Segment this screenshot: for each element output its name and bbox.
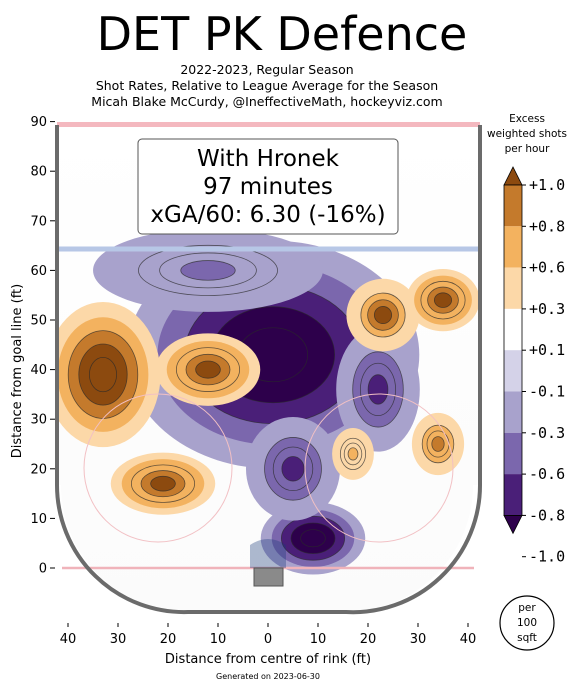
unit-line-2: 100	[517, 617, 537, 629]
unit-line-1: per	[518, 602, 536, 614]
y-tick-label: 30	[30, 413, 47, 428]
hotspot-10	[336, 327, 420, 452]
colorbar-label: -0.8	[529, 506, 565, 524]
colorbar-band	[504, 308, 522, 351]
x-axis-label: Distance from centre of rink (ft)	[165, 652, 371, 667]
x-tick-label: 0	[264, 632, 272, 647]
heatmap-contours	[57, 228, 480, 575]
hotspot-5	[411, 412, 465, 476]
colorbar-title-2: weighted shots	[487, 128, 567, 140]
colorbar-label: -1.0	[529, 548, 565, 566]
y-tick-label: 70	[30, 214, 47, 229]
hotspot-contour	[195, 360, 221, 379]
y-tick-label: 80	[30, 165, 47, 180]
y-tick-label: 10	[30, 512, 47, 527]
hotspot-3	[346, 278, 420, 352]
y-tick-label: 0	[39, 562, 47, 577]
annotation-line-1: With Hronek	[197, 146, 340, 172]
colorbar-label: +0.1	[529, 341, 565, 359]
y-tick-label: 40	[30, 363, 47, 378]
hotspot-11	[245, 416, 341, 521]
x-tick-label: 20	[160, 632, 177, 647]
hotspot-4	[406, 269, 480, 332]
colorbar-band	[504, 267, 522, 309]
x-tick-label: 30	[110, 632, 127, 647]
chart-title: DET PK Defence	[97, 7, 468, 61]
unit-circle	[499, 595, 555, 651]
y-axis: 0 10 20 30 40 50 60 70 80 90	[30, 115, 55, 577]
annotation-line-3: xGA/60: 6.30 (-16%)	[150, 202, 385, 228]
x-tick-label: 10	[310, 632, 327, 647]
hotspot-contour	[150, 475, 176, 492]
subtitle-line-3: Micah Blake McCurdy, @IneffectiveMath, h…	[91, 94, 442, 109]
x-tick-label: 40	[60, 632, 77, 647]
x-axis: 40 30 20 10 0 10 20 30 40	[60, 623, 477, 647]
x-tick-label: 10	[210, 632, 227, 647]
x-tick-label: 40	[460, 632, 477, 647]
hotspot-8	[260, 501, 366, 575]
y-axis-label: Distance from goal line (ft)	[10, 284, 25, 458]
hotspot-contour	[300, 529, 326, 548]
rink-boards	[55, 125, 483, 615]
footer-generated: Generated on 2023-06-30	[216, 672, 320, 681]
colorbar-extend-top	[503, 166, 523, 186]
hotspot-contour	[433, 292, 453, 308]
colorbar-label: -0.3	[529, 424, 565, 442]
colorbar-title-3: per hour	[505, 143, 551, 155]
subtitle-line-1: 2022-2023, Regular Season	[180, 62, 353, 77]
hotspot-contour	[347, 447, 359, 461]
y-tick-label: 20	[30, 462, 47, 477]
colorbar-label: +0.8	[529, 217, 565, 235]
hotspot-0	[57, 301, 161, 448]
colorbar-band	[504, 226, 522, 268]
y-tick-label: 90	[30, 115, 47, 130]
hotspot-contour	[180, 260, 236, 281]
colorbar-band	[504, 432, 522, 475]
colorbar-label: -0.1	[529, 383, 565, 401]
y-tick-label: 60	[30, 264, 47, 279]
x-tick-label: 20	[360, 632, 377, 647]
colorbar-label: -0.6	[529, 465, 565, 483]
colorbar: +1.0 +0.8 +0.6 +0.3 +0.1 -0.1 -0.3 -0.6 -0.8 -1.0	[503, 166, 565, 566]
hotspot-contour	[367, 374, 389, 405]
hotspot-contour	[373, 306, 393, 325]
colorbar-band	[504, 391, 522, 433]
subtitle-line-2: Shot Rates, Relative to League Average f…	[96, 78, 438, 93]
hotspot-6	[332, 428, 374, 480]
colorbar-label: +0.6	[529, 259, 565, 277]
hotspot-1	[155, 333, 261, 406]
colorbar-label: +0.3	[529, 300, 565, 318]
x-tick-label: 30	[410, 632, 427, 647]
hotspot-contour	[431, 436, 445, 452]
faceoff-circle-left	[83, 393, 233, 543]
hotspot-contour	[88, 356, 118, 393]
colorbar-band	[504, 474, 522, 516]
goal-net	[253, 567, 284, 587]
colorbar-extend-bottom	[503, 515, 523, 535]
colorbar-band	[504, 185, 522, 227]
unit-line-3: sqft	[517, 632, 537, 644]
crease	[250, 539, 286, 568]
hotspot-contour	[281, 456, 305, 482]
colorbar-band	[504, 350, 522, 392]
annotation-box	[137, 138, 399, 235]
colorbar-label: +1.0	[529, 176, 565, 194]
y-tick-label: 50	[30, 314, 47, 329]
hotspot-2	[110, 452, 216, 515]
faceoff-circle-right	[304, 393, 454, 543]
hotspot-9	[93, 228, 323, 312]
annotation-line-2: 97 minutes	[203, 174, 333, 200]
colorbar-title-1: Excess	[509, 113, 545, 125]
